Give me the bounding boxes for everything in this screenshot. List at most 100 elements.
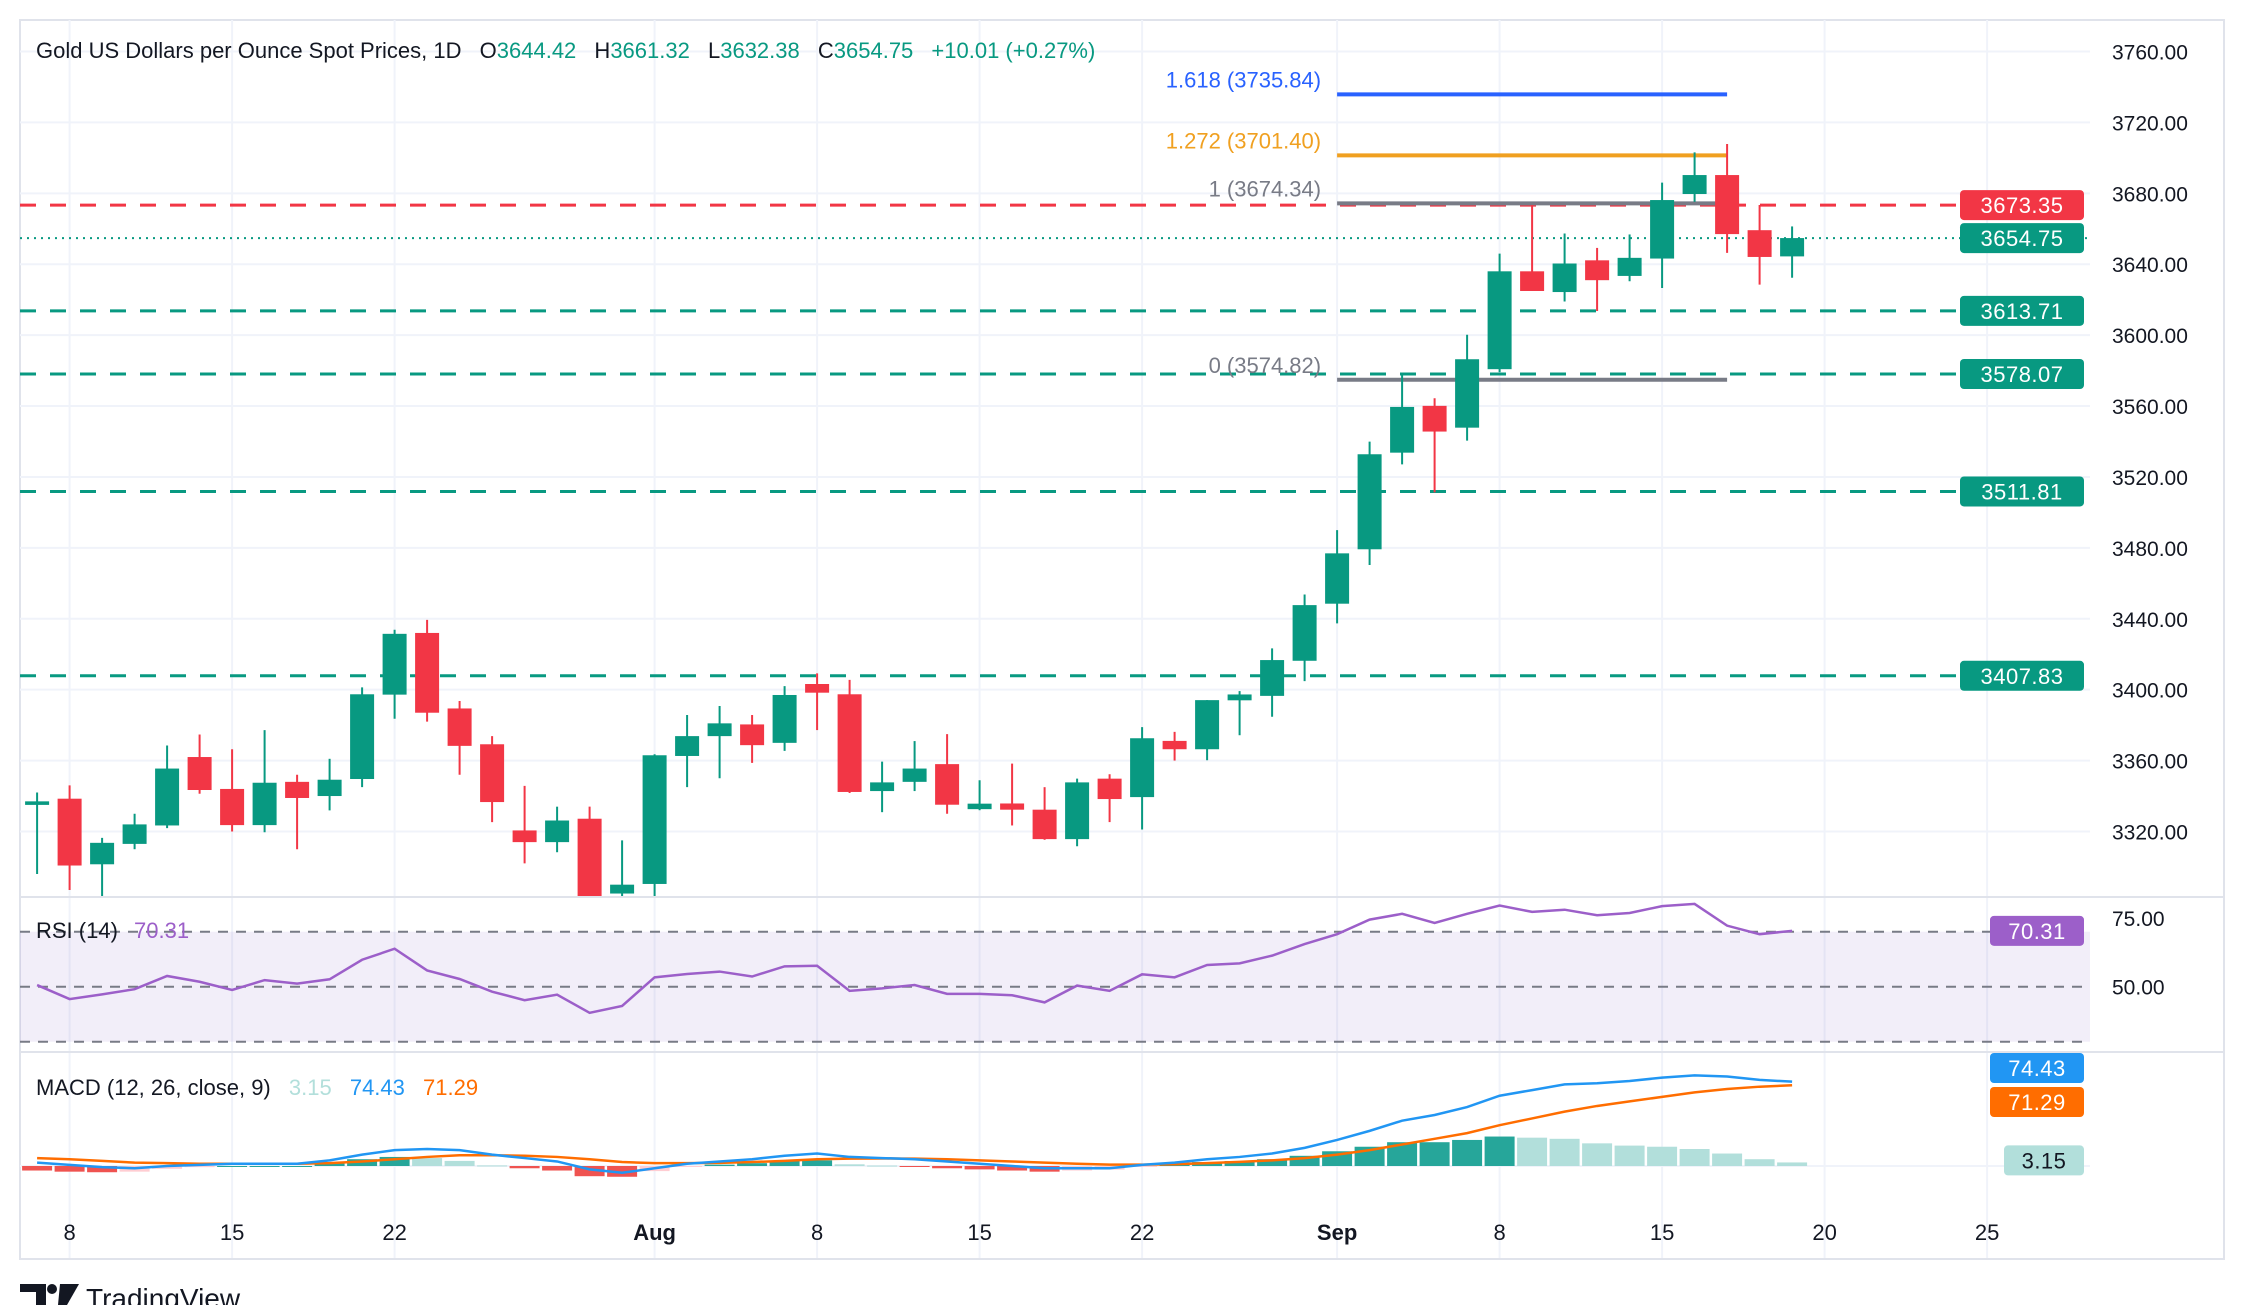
macd-line [37,1074,1793,1175]
candle-body [1617,257,1642,276]
candle [1260,648,1285,717]
time-axis-label: 15 [220,1220,244,1245]
candle [1162,731,1187,761]
price-level-tag-text: 3511.81 [1981,479,2062,504]
candle [317,758,342,811]
price-level-tag-text: 3613.71 [1980,299,2063,324]
candle-body [707,723,732,737]
candle [967,780,992,811]
candle [1097,774,1122,823]
macd-histogram-bar [87,1166,118,1173]
price-level-tag: 3673.35 [1960,190,2084,221]
price-level-tag-box [1960,295,2084,326]
candle [1130,727,1155,830]
macd-histogram-bar [704,1164,735,1166]
price-level-tag-box [1960,223,2084,254]
macd-line-legend-value: 74.43 [350,1075,405,1100]
price-level-tag-box [1960,660,2084,691]
candle-body [1520,271,1545,291]
price-level-tag: 3654.75 [1960,223,2084,254]
price-level-tag: 3578.07 [1960,359,2084,390]
macd-histogram-bar [1452,1139,1483,1166]
macd-histogram-bar [1419,1142,1450,1166]
macd-histogram-bar [607,1166,638,1177]
macd-histogram-bar [22,1166,53,1171]
macd-value-tag-box [1990,1053,2084,1083]
macd-histogram-bar [1777,1162,1808,1166]
candle [1747,205,1772,285]
tradingview-logo[interactable]: TradingView [20,1283,241,1305]
time-axis[interactable]: 8 15 22 Aug 8 15 22 Sep 8 15 20 25 [63,1220,1999,1245]
candle-body [577,818,602,897]
macd-histogram-tag-box [2004,1145,2084,1176]
candle [837,679,862,794]
candle-body [1325,553,1350,604]
macd-legend[interactable]: MACD (12, 26, close, 9) 3.15 74.43 71.29 [36,1075,478,1100]
macd-hist-legend-value: 3.15 [289,1075,332,1100]
horizontal-levels[interactable] [20,203,2090,678]
candle [1780,226,1805,278]
candle [675,715,700,788]
candle [935,734,960,814]
candle [1715,144,1740,253]
candle [1065,778,1090,847]
candle [1325,530,1350,624]
price-axis-label: 3560.00 [2112,396,2188,419]
candle [870,761,895,813]
price-level-tag-text: 3407.83 [1980,664,2063,689]
macd-histogram-bar [1744,1159,1775,1166]
macd-histogram-bar [1257,1159,1288,1166]
symbol-title: Gold US Dollars per Ounce Spot Prices, 1… [36,38,462,63]
candle [1487,253,1512,373]
candle-body [805,683,830,693]
fibonacci-extension[interactable]: 1.618 (3735.84) 1.272 (3701.40) 1 (3674.34… [1166,67,1728,382]
tradingview-logo-icon [20,1284,79,1305]
candle [25,792,50,875]
candle-body [122,824,147,844]
candle-body [902,768,927,782]
macd-histogram-bar [964,1166,995,1170]
macd-histogram-bar [1614,1145,1645,1166]
price-level-tag: 3613.71 [1960,295,2084,326]
macd-histogram-bar [54,1166,85,1172]
candle-body [610,884,635,894]
change-value: +10.01 (+0.27%) [931,38,1095,63]
price-axis[interactable]: 3760.00 3720.00 3680.00 3640.00 3600.00 3560.… [2112,42,2188,845]
time-axis-label: 22 [1130,1220,1154,1245]
macd-signal-tag-box [1990,1087,2084,1117]
candle-body [1780,238,1805,257]
candle [1390,372,1415,465]
price-level-tag: 3511.81 [1960,476,2084,507]
candle [350,687,375,788]
fib-level-label: 1 (3674.34) [1209,176,1322,201]
candle-body [252,782,277,826]
price-axis-label: 3520.00 [2112,467,2188,490]
macd-histogram-bar [379,1156,410,1166]
indicator-axis[interactable]: 75.00 50.00 [2112,908,2165,1000]
time-axis-label: 8 [1493,1220,1505,1245]
symbol-legend[interactable]: Gold US Dollars per Ounce Spot Prices, 1… [36,38,1095,63]
macd-histogram-bar [802,1160,833,1166]
open-label: O [480,38,497,63]
candle [480,736,505,823]
time-axis-label: 25 [1975,1220,1999,1245]
macd-histogram-bar [932,1166,963,1169]
macd-histogram-bar [672,1166,703,1167]
macd-histogram-bar [1647,1146,1678,1166]
candle-body [1422,405,1447,432]
macd-histogram-bar [1484,1136,1515,1166]
macd-histogram-bar [152,1166,183,1169]
price-level-tag-text: 3673.35 [1980,193,2063,218]
candle-body [415,632,440,713]
candle [1227,691,1252,736]
candle-body [90,842,115,865]
candle [610,840,635,897]
candle-body [1650,200,1675,259]
candle-body [1682,175,1707,195]
macd-histogram-bar [444,1160,475,1166]
macd-value-tag-text: 74.43 [2008,1056,2066,1081]
rsi-legend[interactable]: RSI (14) 70.31 [36,918,189,943]
candle [382,629,407,719]
candle [1422,398,1447,493]
